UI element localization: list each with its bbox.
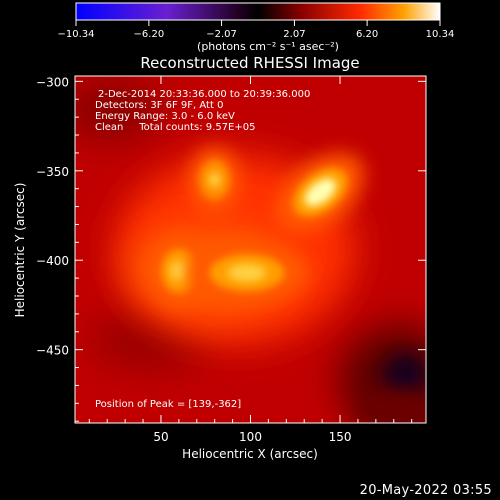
- y-tick-label: −450: [36, 344, 69, 358]
- x-tick-label: 150: [329, 430, 352, 444]
- colorbar-tick-label: 6.20: [356, 29, 378, 40]
- source-blob: [150, 234, 208, 307]
- x-axis-label: Heliocentric X (arcsec): [182, 447, 318, 461]
- colorbar-ticks: −10.34 −6.20 −2.07 2.07 6.20 10.34: [57, 20, 454, 40]
- colorbar-tick-label: −10.34: [57, 29, 94, 40]
- x-axis: 50 100 150: [88, 76, 413, 444]
- annotation-line4: Clean Total counts: 9.57E+05: [95, 122, 255, 133]
- colorbar: [75, 2, 441, 21]
- y-axis: −300 −350 −400 −450: [36, 75, 426, 422]
- colorbar-tick-label: −2.07: [206, 29, 237, 40]
- y-axis-label: Heliocentric Y (arcsec): [13, 183, 27, 318]
- timestamp: 20-May-2022 03:55: [359, 483, 492, 498]
- annotation-line2: Detectors: 3F 6F 9F, Att 0: [95, 100, 223, 111]
- x-tick-label: 100: [239, 430, 262, 444]
- source-blob: [185, 242, 309, 304]
- y-tick-label: −350: [36, 165, 69, 179]
- source-blob: [276, 152, 365, 232]
- chart-title: Reconstructed RHESSI Image: [140, 54, 359, 72]
- source-blob: [189, 147, 240, 213]
- y-tick-label: −400: [36, 254, 69, 268]
- annotation-line1: 2-Dec-2014 20:33:36.000 to 20:39:36.000: [98, 89, 310, 100]
- x-tick-label: 50: [153, 430, 168, 444]
- annotation-line3: Energy Range: 3.0 - 6.0 keV: [95, 111, 235, 122]
- image-area: 2-Dec-2014 20:33:36.000 to 20:39:36.000 …: [75, 76, 426, 423]
- colorbar-tick-label: 2.07: [283, 29, 305, 40]
- y-tick-label: −300: [36, 75, 69, 89]
- annotation-peak: Position of Peak = [139,-362]: [95, 399, 241, 410]
- colorbar-tick-label: 10.34: [426, 29, 455, 40]
- colorbar-units: (photons cm⁻² s⁻¹ asec⁻²): [197, 40, 339, 53]
- colorbar-tick-label: −6.20: [134, 29, 165, 40]
